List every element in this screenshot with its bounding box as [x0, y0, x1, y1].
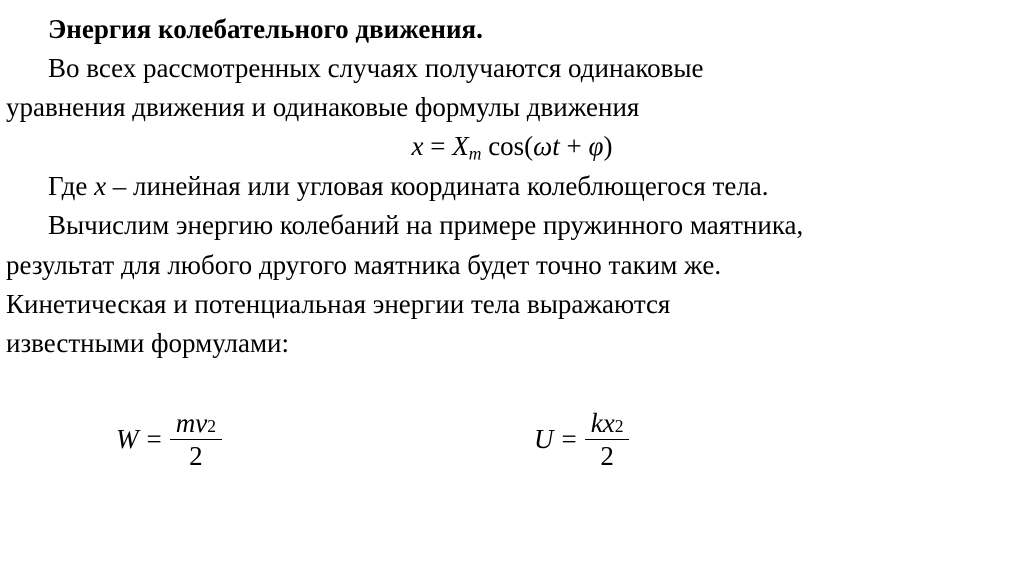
main-equation: x = Xm cos(ωt + φ): [6, 127, 1018, 167]
paragraph-2: Где x – линейная или угловая координата …: [6, 167, 1018, 206]
p2-rest: – линейная или угловая координата колебл…: [106, 171, 768, 201]
eq-x: x: [412, 131, 424, 161]
p2-variable-x: x: [94, 171, 106, 201]
W-num-v: v: [195, 409, 207, 437]
U-fraction: kx2 2: [585, 409, 630, 471]
paragraph-3-line-4: известными формулами:: [6, 324, 1018, 363]
potential-energy-formula: U = kx2 2: [534, 409, 629, 471]
paragraph-1-line-1: Во всех рассмотренных случаях получаются…: [6, 49, 1018, 88]
p2-prefix: Где: [48, 171, 94, 201]
W-symbol: W: [116, 420, 139, 459]
paragraph-3-line-2: результат для любого другого маятника бу…: [6, 246, 1018, 285]
eq-t: t: [552, 131, 560, 161]
W-num-m: m: [176, 409, 196, 437]
kinetic-energy-formula: W = mv2 2: [116, 409, 222, 471]
U-den: 2: [594, 440, 620, 470]
eq-close: ): [603, 131, 612, 161]
U-num-k: k: [591, 409, 603, 437]
eq-Xm-m: m: [469, 144, 482, 164]
section-title: Энергия колебательного движения.: [6, 10, 1018, 49]
W-num-squared: 2: [207, 417, 216, 435]
U-equals: =: [561, 420, 576, 459]
paragraph-3-line-1: Вычислим энергию колебаний на примере пр…: [6, 206, 1018, 245]
physics-textbook-page: Энергия колебательного движения. Во всех…: [0, 0, 1024, 574]
eq-phi: φ: [589, 131, 604, 161]
paragraph-3-line-3: Кинетическая и потенциальная энергии тел…: [6, 285, 1018, 324]
U-num-x: x: [603, 409, 615, 437]
eq-plus: +: [560, 131, 589, 161]
eq-equals: =: [424, 131, 453, 161]
formula-row: W = mv2 2 U = kx2 2: [6, 409, 1018, 471]
eq-omega: ω: [533, 131, 552, 161]
W-den: 2: [183, 440, 209, 470]
paragraph-1-line-2: уравнения движения и одинаковые формулы …: [6, 88, 1018, 127]
eq-Xm-X: X: [452, 131, 469, 161]
U-symbol: U: [534, 420, 554, 459]
W-equals: =: [147, 420, 162, 459]
eq-cos-open: cos(: [481, 131, 533, 161]
U-num-squared: 2: [615, 417, 624, 435]
W-fraction: mv2 2: [170, 409, 222, 471]
